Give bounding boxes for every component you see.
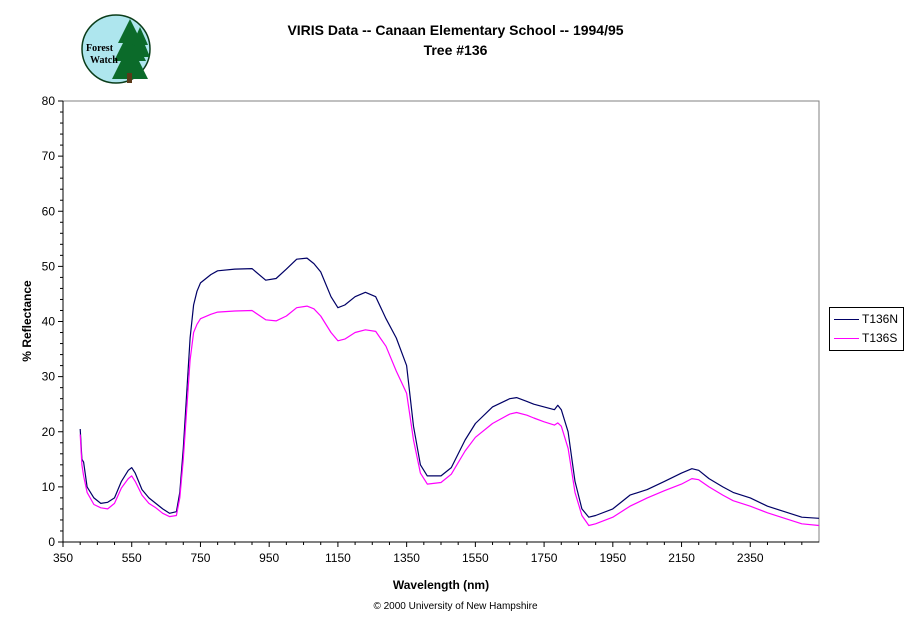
y-tick-label: 60 [42, 204, 56, 218]
x-tick-label: 550 [122, 551, 142, 565]
legend-item-t136s: T136S [834, 330, 897, 346]
legend-item-t136n: T136N [834, 311, 898, 327]
y-tick-label: 20 [42, 425, 56, 439]
chart-title: VIRIS Data -- Canaan Elementary School -… [287, 22, 624, 38]
series-line-t136s [79, 305, 820, 527]
x-tick-label: 1750 [531, 551, 558, 565]
y-tick-label: 70 [42, 149, 56, 163]
logo-text-forest: Forest [86, 43, 114, 54]
axes: 0 10 20 30 40 50 60 70 80 350 550 750 950 1150 1350 155… [42, 94, 819, 565]
legend-swatch-t136n [834, 318, 859, 320]
legend-swatch-t136s [834, 337, 859, 339]
logo-text-watch: Watch [90, 55, 118, 66]
x-axis-label: Wavelength (nm) [393, 578, 489, 592]
copyright-footer: © 2000 University of New Hampshire [373, 601, 538, 612]
x-tick-label: 1950 [599, 551, 626, 565]
y-tick-label: 10 [42, 480, 56, 494]
x-tick-label: 2150 [668, 551, 695, 565]
y-tick-label: 50 [42, 259, 56, 273]
x-tick-label: 950 [259, 551, 279, 565]
y-tick-label: 0 [48, 535, 55, 549]
x-tick-label: 1150 [325, 551, 351, 565]
series-line-t136n [79, 257, 820, 519]
series-lines [79, 257, 820, 527]
x-tick-label: 2350 [737, 551, 764, 565]
x-tick-label: 350 [53, 551, 73, 565]
x-tick-label: 750 [190, 551, 210, 565]
chart-subtitle: Tree #136 [423, 42, 488, 58]
legend-label-t136s: T136S [862, 331, 898, 345]
x-tick-label: 1550 [462, 551, 489, 565]
y-tick-label: 40 [42, 315, 56, 329]
y-tick-label: 30 [42, 370, 56, 384]
legend: T136N T136S [829, 307, 904, 351]
x-tick-label: 1350 [393, 551, 420, 565]
forest-watch-logo: Forest Watch [81, 14, 151, 84]
y-axis-label: % Reflectance [20, 280, 34, 362]
legend-label-t136n: T136N [862, 312, 899, 326]
tree-icon [112, 19, 150, 83]
y-tick-label: 80 [42, 94, 56, 108]
